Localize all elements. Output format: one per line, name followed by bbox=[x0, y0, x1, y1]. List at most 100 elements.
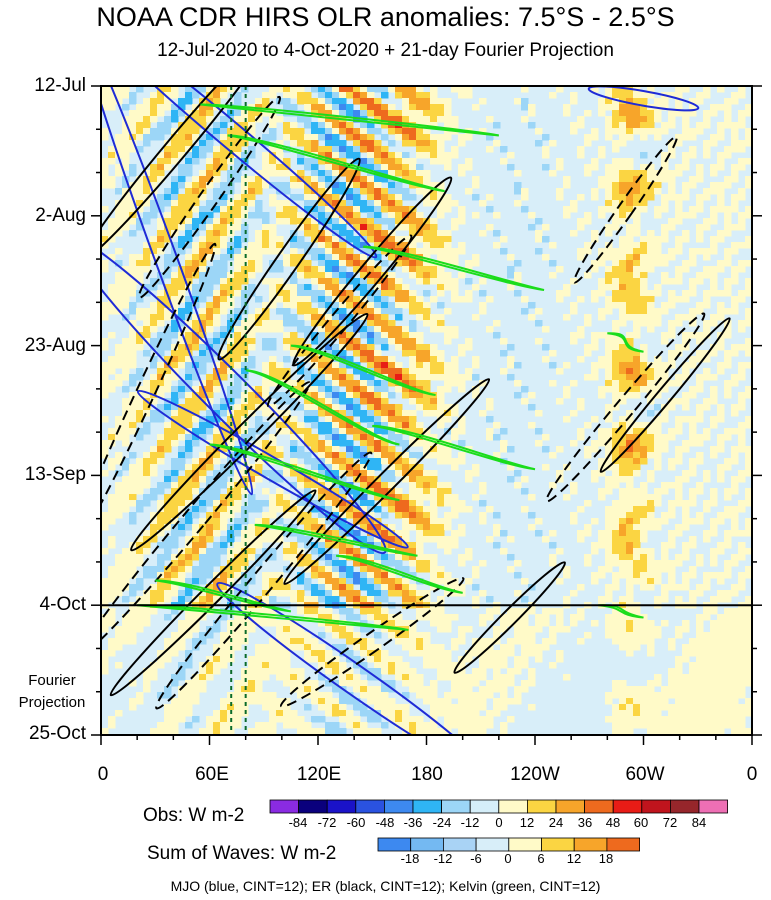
field-cell bbox=[269, 200, 277, 207]
field-cell bbox=[381, 470, 389, 477]
field-cell bbox=[654, 116, 662, 123]
field-cell bbox=[374, 572, 382, 579]
field-cell bbox=[199, 320, 207, 327]
field-cell bbox=[360, 86, 368, 93]
field-cell bbox=[199, 518, 207, 525]
field-cell bbox=[577, 614, 585, 621]
field-cell bbox=[213, 278, 221, 285]
field-cell bbox=[129, 188, 137, 195]
field-cell bbox=[437, 200, 445, 207]
field-cell bbox=[437, 158, 445, 165]
field-cell bbox=[451, 278, 459, 285]
field-cell bbox=[640, 500, 648, 507]
field-cell bbox=[367, 470, 375, 477]
field-cell bbox=[682, 260, 690, 267]
field-cell bbox=[696, 512, 704, 519]
field-cell bbox=[353, 212, 361, 219]
field-cell bbox=[318, 158, 326, 165]
field-cell bbox=[290, 554, 298, 561]
field-cell bbox=[346, 314, 354, 321]
field-cell bbox=[682, 128, 690, 135]
field-cell bbox=[262, 578, 270, 585]
field-cell bbox=[206, 398, 214, 405]
field-cell bbox=[150, 362, 158, 369]
field-cell bbox=[409, 482, 417, 489]
field-cell bbox=[220, 182, 228, 189]
field-cell bbox=[325, 494, 333, 501]
field-cell bbox=[388, 536, 396, 543]
field-cell bbox=[689, 416, 697, 423]
field-cell bbox=[661, 386, 669, 393]
field-cell bbox=[136, 398, 144, 405]
field-cell bbox=[661, 302, 669, 309]
field-cell bbox=[199, 428, 207, 435]
field-cell bbox=[360, 140, 368, 147]
field-cell bbox=[647, 266, 655, 273]
field-cell bbox=[346, 464, 354, 471]
field-cell bbox=[710, 290, 718, 297]
field-cell bbox=[423, 380, 431, 387]
field-cell bbox=[150, 530, 158, 537]
field-cell bbox=[451, 614, 459, 621]
field-cell bbox=[297, 500, 305, 507]
field-cell bbox=[437, 266, 445, 273]
field-cell bbox=[409, 518, 417, 525]
field-cell bbox=[136, 128, 144, 135]
field-cell bbox=[619, 488, 627, 495]
field-cell bbox=[416, 548, 424, 555]
field-cell bbox=[402, 452, 410, 459]
field-cell bbox=[122, 278, 130, 285]
field-cell bbox=[213, 158, 221, 165]
field-cell bbox=[612, 392, 620, 399]
field-cell bbox=[136, 278, 144, 285]
field-cell bbox=[647, 440, 655, 447]
field-cell bbox=[297, 116, 305, 123]
field-cell bbox=[395, 158, 403, 165]
field-cell bbox=[171, 302, 179, 309]
field-cell bbox=[409, 272, 417, 279]
field-cell bbox=[570, 302, 578, 309]
field-cell bbox=[577, 194, 585, 201]
field-cell bbox=[199, 284, 207, 291]
field-cell bbox=[724, 542, 732, 549]
field-cell bbox=[668, 572, 676, 579]
field-cell bbox=[185, 170, 193, 177]
field-cell bbox=[220, 476, 228, 483]
field-cell bbox=[332, 482, 340, 489]
field-cell bbox=[192, 554, 200, 561]
field-cell bbox=[430, 116, 438, 123]
field-cell bbox=[423, 560, 431, 567]
field-cell bbox=[465, 578, 473, 585]
field-cell bbox=[591, 374, 599, 381]
field-cell bbox=[241, 176, 249, 183]
field-cell bbox=[486, 206, 494, 213]
field-cell bbox=[556, 446, 564, 453]
field-cell bbox=[633, 320, 641, 327]
field-cell bbox=[248, 128, 256, 135]
field-cell bbox=[108, 356, 116, 363]
field-cell bbox=[745, 338, 752, 345]
field-cell bbox=[626, 518, 634, 525]
field-cell bbox=[164, 116, 172, 123]
field-cell bbox=[122, 566, 130, 573]
field-cell bbox=[591, 572, 599, 579]
field-cell bbox=[640, 548, 648, 555]
field-cell bbox=[612, 434, 620, 441]
field-cell bbox=[703, 146, 711, 153]
field-cell bbox=[703, 110, 711, 117]
field-cell bbox=[325, 560, 333, 567]
field-cell bbox=[619, 374, 627, 381]
field-cell bbox=[318, 302, 326, 309]
field-cell bbox=[703, 272, 711, 279]
field-cell bbox=[724, 230, 732, 237]
field-cell bbox=[311, 410, 319, 417]
field-cell bbox=[619, 344, 627, 351]
field-cell bbox=[654, 374, 662, 381]
field-cell bbox=[206, 320, 214, 327]
field-cell bbox=[423, 188, 431, 195]
field-cell bbox=[717, 542, 725, 549]
field-cell bbox=[360, 416, 368, 423]
field-cell bbox=[367, 128, 375, 135]
field-cell bbox=[675, 164, 683, 171]
field-cell bbox=[710, 392, 718, 399]
